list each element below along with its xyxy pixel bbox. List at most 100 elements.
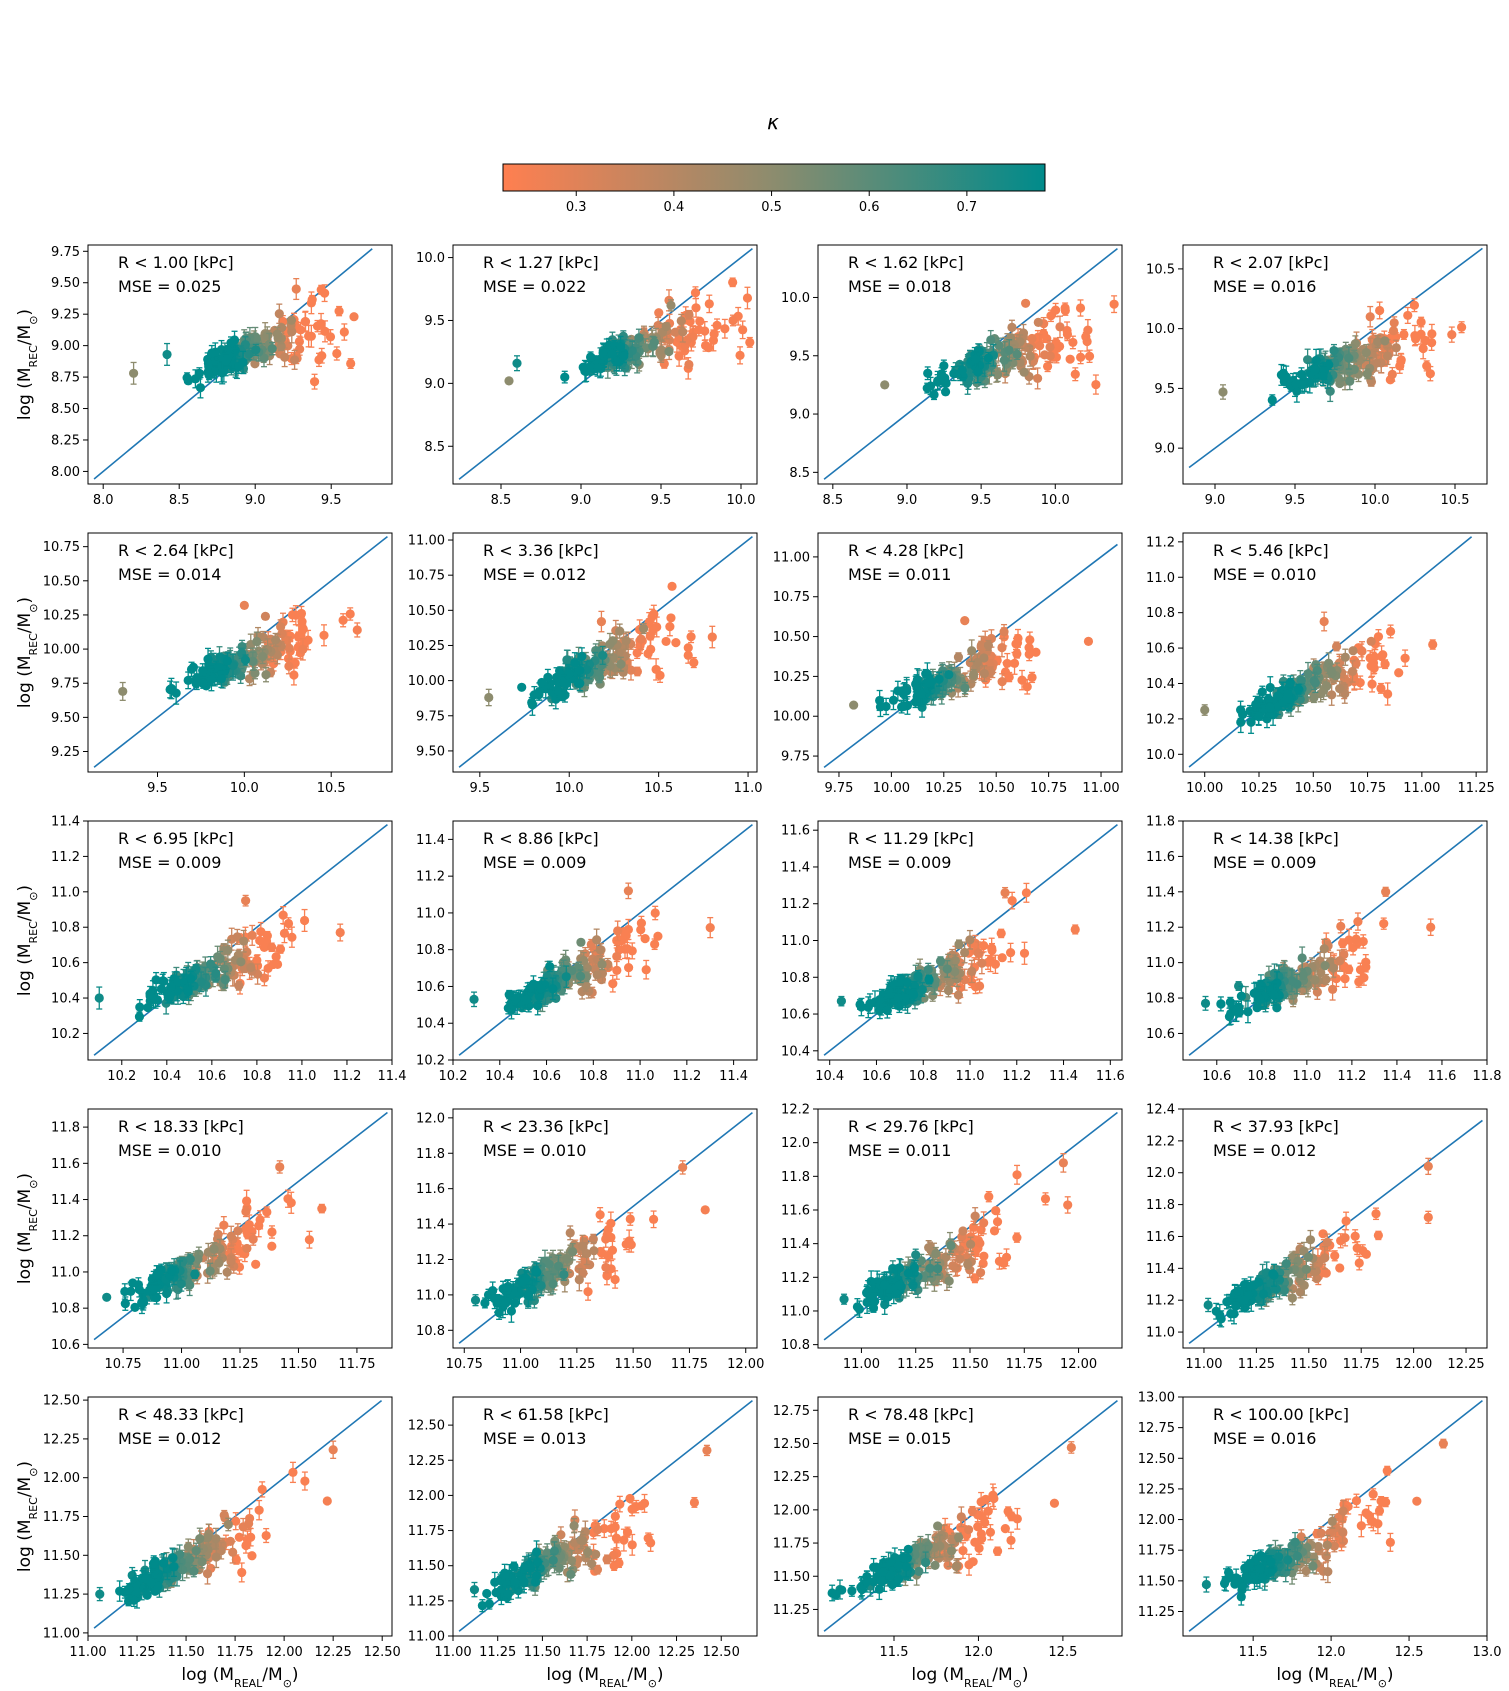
data-point xyxy=(1367,679,1377,689)
data-point xyxy=(607,349,618,359)
data-point xyxy=(1025,351,1035,361)
data-point xyxy=(260,611,271,621)
data-point xyxy=(1382,351,1393,361)
axis-label-part: /M xyxy=(15,613,35,633)
plot-area xyxy=(458,247,755,480)
data-point xyxy=(897,702,907,712)
subplot-grid: 8.0 8.5 9.0 9.5 8.00 8.25 8.50 8.75 9.00 9.25 9.50… xyxy=(15,244,1501,1690)
data-point xyxy=(957,365,967,375)
data-point xyxy=(186,664,197,674)
data-point xyxy=(1082,336,1092,347)
y-tick-label: 9.50 xyxy=(416,744,445,759)
data-point xyxy=(1427,329,1437,339)
data-point xyxy=(262,330,272,340)
identity-line xyxy=(1188,536,1473,768)
data-point xyxy=(1371,358,1382,368)
data-point xyxy=(214,662,224,672)
y-tick-label: 10.75 xyxy=(43,540,80,555)
data-point xyxy=(349,312,359,322)
mse-annotation: MSE = 0.025 xyxy=(118,277,221,296)
data-point xyxy=(239,600,249,610)
data-point xyxy=(997,677,1007,687)
data-point xyxy=(191,678,201,689)
data-point xyxy=(664,346,674,357)
x-tick-label: 8.5 xyxy=(822,493,843,508)
data-point xyxy=(251,345,261,355)
x-tick-label: 9.0 xyxy=(571,493,592,508)
mse-annotation: MSE = 0.016 xyxy=(1213,277,1316,296)
data-point xyxy=(198,666,208,676)
data-point xyxy=(332,348,342,359)
data-point xyxy=(1291,378,1301,389)
data-point xyxy=(290,355,300,365)
data-point xyxy=(1311,355,1321,366)
data-point xyxy=(1388,326,1399,336)
data-point xyxy=(638,623,649,634)
data-point xyxy=(684,310,694,320)
data-point xyxy=(916,688,927,699)
y-tick-label: 9.50 xyxy=(51,276,80,291)
data-point xyxy=(286,315,297,325)
data-point xyxy=(294,336,304,347)
data-point xyxy=(728,277,738,287)
data-point xyxy=(1457,322,1467,332)
y-tick-label: 8.25 xyxy=(51,433,80,448)
data-point xyxy=(925,381,936,391)
data-point xyxy=(1109,299,1119,309)
data-point xyxy=(1027,672,1037,683)
y-tick-label: 8.75 xyxy=(51,371,80,386)
data-point xyxy=(287,610,298,620)
data-point xyxy=(1385,626,1396,637)
y-tick-label: 8.5 xyxy=(424,440,445,455)
data-point xyxy=(661,321,671,332)
data-point xyxy=(1357,646,1367,656)
y-tick-label: 10.50 xyxy=(43,574,80,589)
data-point xyxy=(1361,347,1371,358)
data-point xyxy=(289,670,299,680)
data-point xyxy=(970,354,981,364)
y-tick-label: 9.75 xyxy=(51,677,80,692)
data-point xyxy=(598,348,608,358)
y-axis-label: log (MREC/M⊙) xyxy=(15,597,40,708)
data-point xyxy=(1022,682,1032,692)
data-point xyxy=(1427,338,1437,348)
data-point xyxy=(654,308,664,318)
y-tick-label: 11.00 xyxy=(773,550,810,565)
data-point xyxy=(1296,369,1307,380)
data-point xyxy=(960,616,970,626)
plot-area xyxy=(1188,247,1483,469)
data-point xyxy=(1422,361,1432,371)
axis-label-part: log (M xyxy=(15,367,35,420)
data-point xyxy=(700,340,711,351)
x-tick-label: 10.5 xyxy=(317,781,346,796)
plot-area xyxy=(93,248,373,480)
axis-label-part: ) xyxy=(15,309,35,316)
data-point xyxy=(564,669,574,679)
data-point xyxy=(1027,333,1037,344)
colorbar-tick-label: 0.7 xyxy=(957,200,978,215)
x-tick-label: 9.5 xyxy=(469,781,490,796)
data-point xyxy=(900,685,910,696)
data-point xyxy=(709,329,719,339)
x-tick-label: 9.5 xyxy=(651,493,672,508)
mse-annotation: MSE = 0.014 xyxy=(118,565,221,584)
y-tick-label: 9.0 xyxy=(424,377,445,392)
data-point xyxy=(1068,337,1078,348)
mse-annotation: MSE = 0.011 xyxy=(848,565,951,584)
data-point xyxy=(203,654,213,664)
data-point xyxy=(1303,355,1313,365)
data-point xyxy=(994,340,1004,350)
data-point xyxy=(1331,641,1342,652)
subplot: 9.5 10.0 10.5 9.25 9.50 9.75 10.00 10.25 10.50 10… xyxy=(15,532,393,796)
x-tick-label: 11.00 xyxy=(1082,781,1119,796)
data-point xyxy=(649,337,659,347)
data-point xyxy=(875,702,886,712)
data-point xyxy=(738,325,748,335)
data-point xyxy=(997,642,1007,653)
data-point xyxy=(1017,675,1027,685)
data-point xyxy=(216,674,227,684)
data-point xyxy=(1060,303,1070,313)
data-point xyxy=(190,374,201,384)
data-point xyxy=(666,300,676,311)
data-point xyxy=(999,627,1009,637)
